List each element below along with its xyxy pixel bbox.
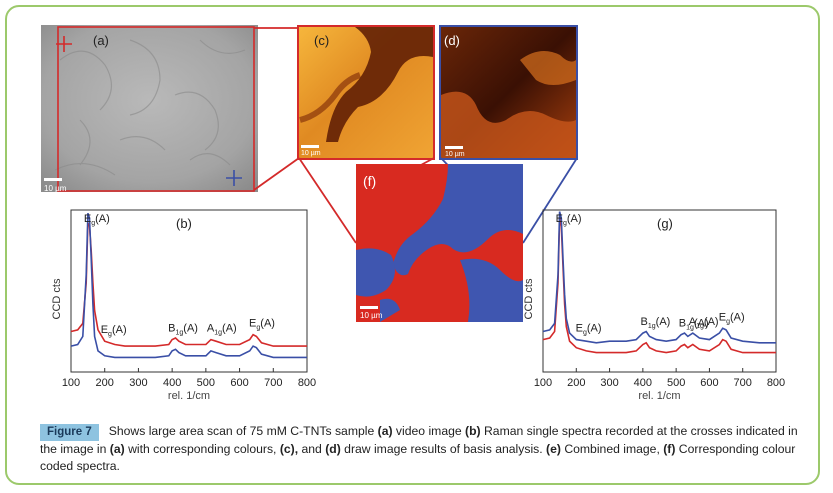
panel-a-video-image: 10 µm (a) [41, 25, 258, 193]
x-tick-label: 300 [129, 377, 147, 389]
caption-text-7: Combined image, [560, 442, 664, 456]
panel-d-image: 10 µm (d) [441, 27, 576, 158]
x-tick-label: 500 [197, 377, 215, 389]
x-tick-label: 500 [667, 377, 685, 389]
chart-g: (g) 100 200 300 400 500 600 700 800 rel. 1/cm CCD… [523, 209, 785, 402]
caption-ref-c: (c), [279, 442, 299, 456]
x-tick-label: 200 [96, 377, 114, 389]
caption-text-1: Shows large area scan of 75 mM C-TNTs sa… [108, 424, 378, 438]
panel-d-label: (d) [444, 33, 460, 48]
panel-c-border [297, 25, 435, 160]
caption-text-2: video image [392, 424, 466, 438]
peak-label: Eg(A) [84, 213, 110, 227]
peak-label: A1g(A) [689, 316, 719, 330]
panel-c-scale-label: 10 µm [301, 150, 321, 157]
x-tick-label: 300 [600, 377, 618, 389]
caption-ref-a2: (a) [109, 442, 125, 456]
caption-ref-f: (f) [663, 442, 676, 456]
peak-label: Eg(A) [101, 324, 127, 338]
caption-ref-b: (b) [465, 424, 481, 438]
panel-b-label: (b) [176, 216, 192, 231]
caption-text-5: and [298, 442, 326, 456]
panel-f-label: (f) [363, 173, 376, 189]
x-tick-label: 700 [264, 377, 282, 389]
x-tick-label: 700 [734, 377, 752, 389]
caption-text-8: Corresponding colour coded spectra. [40, 442, 796, 473]
caption-text-6: draw image results of basis analysis. [340, 442, 547, 456]
panel-d-scale-label: 10 µm [445, 151, 465, 158]
caption-text-3: Raman single spectra recorded at the cro… [40, 424, 798, 456]
panel-f-scale-label: 10 µm [360, 311, 383, 320]
chart-b: (b) 100 200 300 400 500 600 700 800 rel. 1/cm CCD… [51, 209, 316, 402]
panel-f-combined-image: 10 µm (f) [356, 164, 523, 322]
panel-c-image: 10 µm (c) [299, 27, 433, 158]
panel-c-label: (c) [314, 33, 329, 48]
panel-d-border [439, 25, 578, 160]
series-line-blue [542, 211, 776, 344]
caption-ref-e: (e) [546, 442, 561, 456]
x-tick-label: 600 [230, 377, 248, 389]
peak-label: B1g(A) [641, 316, 671, 330]
peak-label: Eg(A) [719, 311, 745, 325]
x-tick-label: 100 [534, 377, 552, 389]
panel-a-label: (a) [93, 33, 109, 48]
x-axis-label: rel. 1/cm [168, 390, 210, 402]
peak-label: B1g(A) [168, 323, 198, 337]
x-tick-label: 400 [163, 377, 181, 389]
series-line-blue [70, 212, 307, 359]
plot-area-g [542, 209, 777, 373]
peak-label: A1g(A) [207, 323, 237, 337]
x-tick-label: 800 [298, 377, 316, 389]
x-tick-label: 600 [700, 377, 718, 389]
y-axis-label: CCD cts [51, 278, 63, 319]
peak-label: Eg(A) [249, 318, 275, 332]
x-tick-label: 200 [567, 377, 585, 389]
x-tick-label: 100 [62, 377, 80, 389]
plot-area-b [70, 209, 308, 373]
caption-ref-d: (d) [325, 442, 341, 456]
peak-label: Eg(A) [556, 213, 582, 227]
figure-label-badge: Figure 7 [40, 424, 99, 441]
y-axis-label: CCD cts [523, 278, 535, 319]
caption-text-4: with corresponding colours, [124, 442, 280, 456]
panel-g-label: (g) [657, 216, 673, 231]
x-tick-label: 400 [634, 377, 652, 389]
panel-a-scale-label: 10 µm [44, 184, 67, 193]
peak-label: Eg(A) [576, 323, 602, 337]
figure-caption: Figure 7 Shows large area scan of 75 mM C… [40, 423, 805, 474]
caption-ref-a: (a) [377, 424, 393, 438]
x-axis-label: rel. 1/cm [638, 390, 680, 402]
peak-label: B1g(A) [679, 318, 709, 332]
x-tick-label: 800 [767, 377, 785, 389]
